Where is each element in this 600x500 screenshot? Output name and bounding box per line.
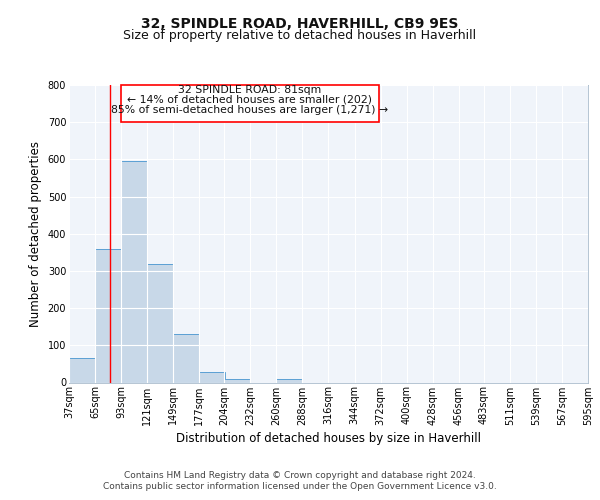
Bar [173,334,199,382]
FancyBboxPatch shape [121,85,379,122]
Bar [147,264,173,382]
Text: Size of property relative to detached houses in Haverhill: Size of property relative to detached ho… [124,29,476,42]
X-axis label: Distribution of detached houses by size in Haverhill: Distribution of detached houses by size … [176,432,481,444]
Bar [224,379,250,382]
Bar [277,379,302,382]
Text: Contains public sector information licensed under the Open Government Licence v3: Contains public sector information licen… [103,482,497,491]
Text: 32 SPINDLE ROAD: 81sqm: 32 SPINDLE ROAD: 81sqm [178,85,322,95]
Bar [199,372,225,382]
Text: 85% of semi-detached houses are larger (1,271) →: 85% of semi-detached houses are larger (… [112,105,388,115]
Text: ← 14% of detached houses are smaller (202): ← 14% of detached houses are smaller (20… [127,95,373,105]
Text: 32, SPINDLE ROAD, HAVERHILL, CB9 9ES: 32, SPINDLE ROAD, HAVERHILL, CB9 9ES [142,18,458,32]
Bar [69,358,95,382]
Bar [121,161,147,382]
Text: Contains HM Land Registry data © Crown copyright and database right 2024.: Contains HM Land Registry data © Crown c… [124,471,476,480]
Y-axis label: Number of detached properties: Number of detached properties [29,141,42,327]
Bar [95,250,121,382]
